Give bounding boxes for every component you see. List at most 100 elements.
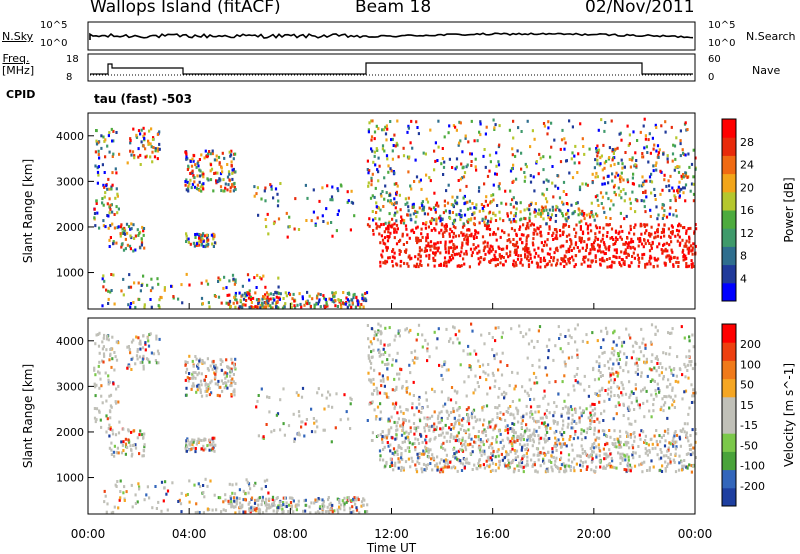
data-cell-1-1968 — [571, 413, 574, 417]
data-cell-1-1963 — [465, 408, 468, 412]
data-cell-1-759 — [285, 501, 288, 505]
data-cell-1-503 — [134, 493, 137, 497]
data-cell-0-856 — [369, 196, 373, 200]
data-cell-1-1414 — [674, 470, 678, 474]
data-cell-1-2264 — [398, 372, 401, 376]
data-cell-0-2081 — [508, 218, 511, 222]
data-cell-1-1012 — [517, 469, 520, 472]
data-cell-1-1634 — [385, 436, 388, 440]
data-cell-1-1103 — [688, 444, 691, 447]
data-cell-0-369 — [202, 244, 205, 248]
data-cell-0-704 — [271, 306, 274, 310]
data-cell-0-983 — [420, 227, 423, 231]
data-cell-0-1397 — [527, 259, 530, 263]
data-cell-0-2464 — [523, 171, 526, 174]
data-cell-0-2297 — [442, 173, 445, 176]
data-cell-0-1819 — [433, 264, 436, 268]
data-cell-0-1849 — [580, 240, 583, 244]
data-cell-1-929 — [370, 439, 374, 442]
data-cell-0-270 — [213, 172, 216, 175]
data-cell-0-2244 — [596, 158, 599, 162]
data-cell-1-1104 — [655, 429, 658, 432]
data-cell-0-488 — [138, 298, 141, 301]
data-cell-1-296 — [185, 386, 188, 390]
data-cell-1-1027 — [595, 445, 598, 449]
data-cell-0-463 — [200, 281, 203, 285]
data-cell-1-886 — [375, 435, 379, 438]
data-cell-1-506 — [224, 493, 227, 497]
data-cell-1-1002 — [567, 453, 571, 457]
data-cell-1-447 — [224, 509, 227, 513]
data-cell-1-2073 — [442, 404, 445, 408]
data-cell-1-917 — [372, 337, 376, 341]
data-cell-0-735 — [229, 305, 232, 309]
data-cell-1-569 — [247, 502, 250, 506]
data-cell-0-2349 — [679, 129, 682, 133]
data-cell-1-417 — [200, 439, 203, 442]
data-cell-0-2508 — [619, 174, 622, 178]
data-cell-0-723 — [267, 304, 270, 308]
data-cell-0-1364 — [569, 245, 572, 249]
data-cell-1-339 — [186, 361, 189, 364]
data-cell-0-1168 — [537, 227, 540, 231]
data-cell-1-737 — [338, 499, 341, 502]
data-cell-0-1705 — [568, 233, 571, 237]
data-cell-0-2600 — [612, 203, 615, 207]
data-cell-1-237 — [193, 384, 196, 388]
data-cell-0-2303 — [406, 155, 410, 159]
data-cell-0-2273 — [578, 161, 581, 165]
data-cell-0-1994 — [416, 210, 419, 214]
data-cell-1-2265 — [535, 376, 538, 379]
data-cell-0-1960 — [404, 202, 407, 206]
data-cell-0-1028 — [434, 259, 437, 263]
data-cell-0-1590 — [593, 239, 596, 243]
data-cell-1-203 — [142, 449, 146, 453]
data-cell-0-713 — [334, 299, 337, 303]
data-cell-1-1605 — [539, 436, 542, 440]
data-cell-1-2107 — [499, 411, 502, 415]
data-cell-0-807 — [285, 211, 288, 215]
data-cell-1-1267 — [497, 429, 501, 433]
data-cell-0-1628 — [465, 249, 468, 253]
data-cell-0-1211 — [494, 250, 497, 254]
data-cell-1-1526 — [609, 464, 613, 468]
data-cell-0-2227 — [600, 118, 603, 122]
data-cell-0-1550 — [593, 247, 596, 251]
data-cell-0-1683 — [392, 248, 395, 252]
data-cell-1-1756 — [695, 432, 698, 436]
data-cell-0-688 — [257, 298, 260, 301]
data-cell-0-2386 — [649, 179, 652, 183]
data-cell-1-925 — [379, 379, 382, 383]
data-cell-1-699 — [230, 502, 233, 506]
data-cell-1-2023 — [401, 423, 404, 427]
data-cell-1-1010 — [467, 428, 470, 432]
data-cell-0-841 — [377, 156, 380, 160]
data-cell-0-440 — [255, 286, 258, 289]
data-cell-1-1120 — [386, 441, 389, 444]
data-cell-1-1847 — [613, 466, 616, 470]
data-cell-0-1067 — [418, 246, 421, 250]
data-cell-0-375 — [189, 242, 192, 246]
data-cell-1-1003 — [379, 454, 382, 458]
data-cell-0-386 — [211, 242, 214, 246]
data-cell-0-2086 — [484, 199, 487, 203]
data-cell-0-2336 — [557, 186, 560, 190]
data-cell-0-1684 — [684, 254, 687, 258]
data-cell-0-2376 — [684, 121, 687, 125]
data-cell-1-1582 — [429, 448, 432, 452]
data-cell-0-2328 — [498, 124, 501, 128]
data-cell-0-792 — [276, 204, 280, 208]
data-cell-0-1753 — [661, 250, 664, 254]
data-cell-0-1074 — [660, 248, 663, 252]
data-cell-0-1752 — [448, 240, 451, 244]
data-cell-1-1846 — [605, 452, 608, 456]
data-cell-0-921 — [389, 167, 392, 171]
data-cell-1-1647 — [461, 438, 464, 442]
data-cell-0-1626 — [486, 241, 489, 245]
data-cell-1-1587 — [528, 436, 532, 440]
data-cell-1-1336 — [482, 431, 485, 435]
data-cell-0-1154 — [572, 258, 575, 262]
data-cell-0-2143 — [509, 189, 512, 193]
data-cell-1-1623 — [434, 464, 437, 468]
data-cell-0-536 — [150, 277, 153, 281]
